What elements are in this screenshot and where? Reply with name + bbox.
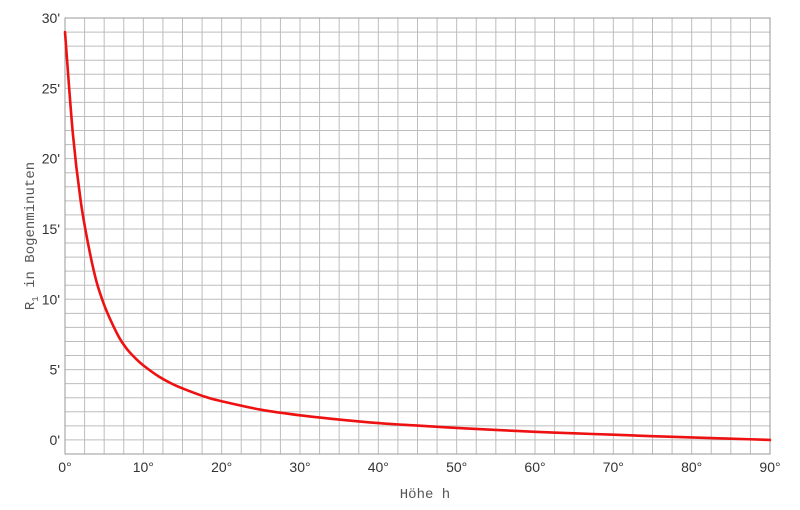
y-tick-label: 20' xyxy=(42,151,60,167)
x-tick-label: 40° xyxy=(368,459,389,475)
y-axis-title: R1 in Bogenminuten xyxy=(23,162,41,310)
x-axis-ticks: 0° 10° 20° 30° 40° 50° 60° 70° 80° 90° xyxy=(58,459,780,475)
y-axis-title-main: R xyxy=(23,301,39,310)
x-tick-label: 90° xyxy=(759,459,780,475)
series-group xyxy=(63,30,772,442)
y-tick-label: 30' xyxy=(42,10,60,26)
x-tick-label: 30° xyxy=(289,459,310,475)
series-line xyxy=(63,30,772,442)
x-tick-label: 80° xyxy=(681,459,702,475)
y-axis-title-subscript: 1 xyxy=(31,296,41,301)
x-tick-label: 0° xyxy=(58,459,71,475)
y-tick-label: 5' xyxy=(50,362,60,378)
y-tick-label: 0' xyxy=(50,432,60,448)
y-tick-label: 15' xyxy=(42,221,60,237)
x-axis-title: Höhe h xyxy=(400,487,450,503)
x-tick-label: 20° xyxy=(211,459,232,475)
x-tick-label: 50° xyxy=(446,459,467,475)
x-tick-label: 60° xyxy=(524,459,545,475)
y-axis-title-suffix: in Bogenminuten xyxy=(23,162,39,296)
plot-frame xyxy=(64,17,771,455)
x-tick-label: 70° xyxy=(603,459,624,475)
y-axis-ticks: 0' 5' 10' 15' 20' 25' 30' xyxy=(42,10,60,448)
y-tick-label: 10' xyxy=(42,291,60,307)
y-tick-label: 25' xyxy=(42,80,60,96)
x-tick-label: 10° xyxy=(133,459,154,475)
